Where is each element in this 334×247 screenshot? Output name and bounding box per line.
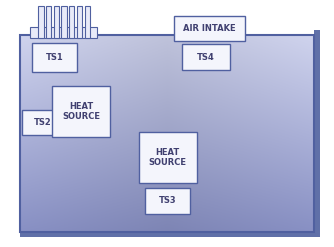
Text: TS1: TS1	[45, 53, 63, 62]
Text: TS4: TS4	[197, 53, 215, 62]
Bar	[22, 110, 63, 135]
Bar	[30, 27, 97, 38]
Bar	[54, 6, 59, 38]
Bar	[174, 16, 245, 41]
Bar	[52, 86, 110, 137]
Bar	[182, 44, 230, 70]
Bar	[77, 6, 82, 38]
Text: TS2: TS2	[34, 118, 51, 127]
Bar	[314, 30, 320, 232]
Bar	[38, 6, 44, 38]
Text: TS3: TS3	[159, 196, 177, 205]
Bar	[61, 6, 67, 38]
Bar	[46, 6, 51, 38]
Bar	[145, 188, 190, 214]
Bar	[69, 6, 74, 38]
Bar	[139, 132, 197, 183]
Bar	[32, 43, 77, 72]
Bar	[20, 232, 320, 237]
Text: HEAT
SOURCE: HEAT SOURCE	[149, 148, 187, 167]
Text: HEAT
SOURCE: HEAT SOURCE	[62, 102, 100, 122]
Text: AIR INTAKE: AIR INTAKE	[183, 24, 236, 33]
Bar	[20, 35, 314, 232]
Bar	[85, 6, 90, 38]
